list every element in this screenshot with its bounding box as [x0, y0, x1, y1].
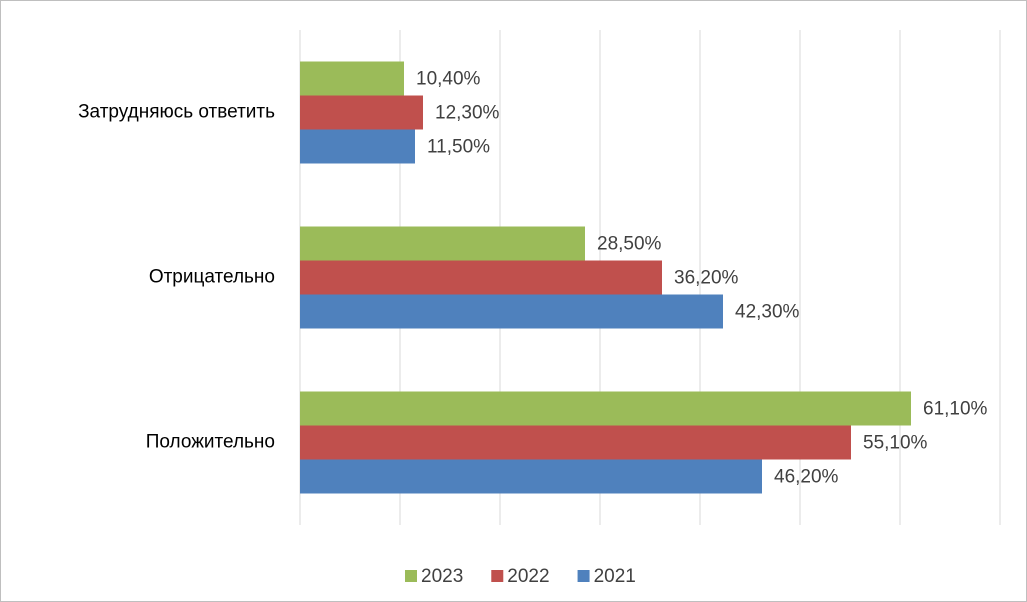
bar [300, 391, 911, 426]
value-label: 46,20% [774, 467, 839, 488]
category-label: Отрицательно [149, 267, 275, 288]
value-label: 55,10% [863, 433, 928, 454]
legend-swatch [577, 570, 590, 582]
legend-swatch [491, 570, 504, 582]
value-label: 42,30% [735, 302, 800, 323]
category-label: Положительно [146, 432, 275, 453]
value-label: 36,20% [674, 268, 739, 289]
bar [300, 459, 762, 494]
bar [300, 294, 723, 329]
bar [300, 226, 585, 261]
value-label: 11,50% [427, 137, 490, 158]
legend-swatch [405, 570, 417, 582]
bar [300, 61, 404, 96]
legend-label: 2023 [421, 566, 463, 587]
bar [300, 95, 423, 130]
bar [300, 129, 415, 164]
legend-label: 2022 [507, 566, 549, 587]
value-label: 10,40% [416, 69, 481, 90]
bar [300, 260, 662, 295]
value-label: 61,10% [923, 399, 988, 420]
value-label: 28,50% [597, 234, 662, 255]
value-label: 12,30% [435, 103, 500, 124]
legend-label: 2021 [594, 566, 636, 587]
bar [300, 425, 851, 460]
category-label: Затрудняюсь ответить [78, 102, 275, 123]
